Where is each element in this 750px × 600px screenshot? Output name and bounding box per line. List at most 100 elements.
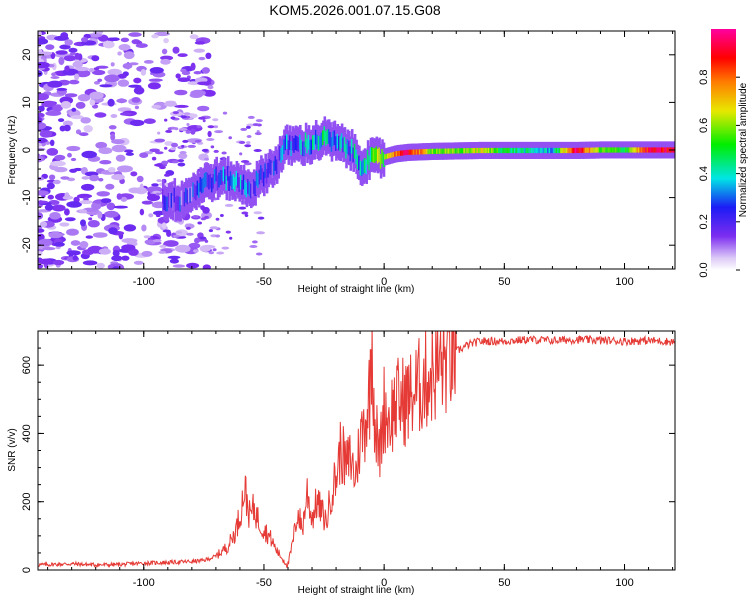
ridge-cell xyxy=(235,170,239,186)
noise-cell xyxy=(143,60,154,64)
noise-cell xyxy=(89,99,96,106)
ridge-cell xyxy=(616,147,619,153)
ridge-cell xyxy=(381,149,384,164)
ridge-cell xyxy=(361,161,364,177)
noise-cell xyxy=(38,264,44,269)
ridge-cell xyxy=(656,147,660,153)
noise-cell xyxy=(81,150,97,159)
ridge-cell xyxy=(208,174,211,190)
noise-cell xyxy=(53,242,65,247)
ridge-cell xyxy=(557,147,560,154)
noise-cell xyxy=(247,115,255,119)
ridge-cell xyxy=(346,139,350,154)
noise-cell xyxy=(88,217,93,221)
ridge-cell xyxy=(415,149,419,155)
ridge-cell xyxy=(526,147,530,154)
ridge-cell xyxy=(584,147,588,153)
noise-cell xyxy=(163,38,169,44)
noise-cell xyxy=(38,176,45,181)
noise-cell xyxy=(200,205,206,211)
ridge-cell xyxy=(196,180,200,196)
noise-cell xyxy=(151,34,159,39)
noise-cell xyxy=(158,250,166,254)
ridge-cell xyxy=(164,196,168,212)
ridge-cell xyxy=(470,148,474,154)
noise-cell xyxy=(208,251,215,255)
noise-cell xyxy=(64,65,70,72)
noise-cell xyxy=(252,123,260,127)
noise-cell xyxy=(151,183,159,187)
noise-cell xyxy=(143,118,156,124)
ridge-cell xyxy=(408,149,412,155)
ridge-cell xyxy=(198,183,201,198)
snr-y-ticks: 0 200 400 600 xyxy=(21,347,675,573)
ridge-cell xyxy=(550,147,553,154)
noise-cell xyxy=(106,202,116,211)
noise-cell xyxy=(154,163,163,167)
noise-cell xyxy=(110,133,116,141)
noise-cell xyxy=(70,115,84,120)
noise-cell xyxy=(116,193,123,200)
ridge-cell xyxy=(404,150,407,156)
ridge-cell xyxy=(314,129,318,145)
ridge-cell xyxy=(498,147,501,154)
noise-cell xyxy=(123,149,134,153)
ridge-cell xyxy=(186,189,190,205)
ridge-cell xyxy=(323,126,327,141)
ridge-cell xyxy=(449,148,452,154)
noise-cell xyxy=(38,116,43,124)
noise-cell xyxy=(244,144,252,148)
noise-cell xyxy=(149,67,164,74)
noise-cell xyxy=(40,221,48,228)
ridge-cell xyxy=(528,147,531,154)
noise-cell xyxy=(171,142,178,148)
ridge-cell xyxy=(387,153,390,159)
ridge-cell xyxy=(398,150,402,156)
ridge-cell xyxy=(477,147,481,154)
ridge-cell xyxy=(322,130,325,146)
y-tick-label: -20 xyxy=(21,237,33,253)
ridge-cell xyxy=(313,135,316,150)
noise-cell xyxy=(204,215,209,219)
ridge-cell xyxy=(238,177,241,192)
noise-cell xyxy=(125,152,134,156)
noise-cell xyxy=(85,235,94,239)
ridge-cell xyxy=(195,185,198,201)
noise-cell xyxy=(239,152,243,156)
noise-cell xyxy=(75,129,82,135)
noise-cell xyxy=(68,47,78,53)
ridge-cell xyxy=(247,179,250,194)
noise-cell xyxy=(66,145,81,152)
ridge-cell xyxy=(176,195,179,211)
ridge-cell xyxy=(179,197,182,212)
noise-cell xyxy=(220,214,224,217)
ridge-cell xyxy=(499,147,503,154)
ridge-cell xyxy=(212,174,216,189)
ridge-cell xyxy=(301,141,305,157)
noise-cell xyxy=(96,191,110,197)
ridge-cell xyxy=(345,143,348,159)
ridge-cell xyxy=(459,148,462,154)
noise-cell xyxy=(48,231,63,239)
noise-cell xyxy=(44,204,54,211)
ridge-cell xyxy=(603,147,606,153)
noise-cell xyxy=(94,112,107,118)
noise-cell xyxy=(91,55,100,62)
snr-panel: -100 -50 0 50 100 0 200 400 600 Height of strai… xyxy=(7,330,676,596)
ridge-cell xyxy=(531,147,534,154)
noise-cell xyxy=(186,123,190,126)
noise-cell xyxy=(51,72,57,77)
noise-cell xyxy=(135,43,148,48)
ridge-cell xyxy=(453,148,456,154)
noise-cell xyxy=(187,81,200,86)
ridge-cell xyxy=(622,147,625,153)
noise-cell xyxy=(45,44,55,50)
ridge-cell xyxy=(424,149,428,155)
ridge-cell xyxy=(441,148,445,154)
ridge-cell xyxy=(578,147,582,153)
spectrogram-x-ticks: -100 -50 0 50 100 xyxy=(47,31,674,288)
noise-cell xyxy=(182,139,189,143)
noise-cell xyxy=(189,34,199,40)
noise-cell xyxy=(38,238,53,247)
ridge-cell xyxy=(229,171,233,186)
